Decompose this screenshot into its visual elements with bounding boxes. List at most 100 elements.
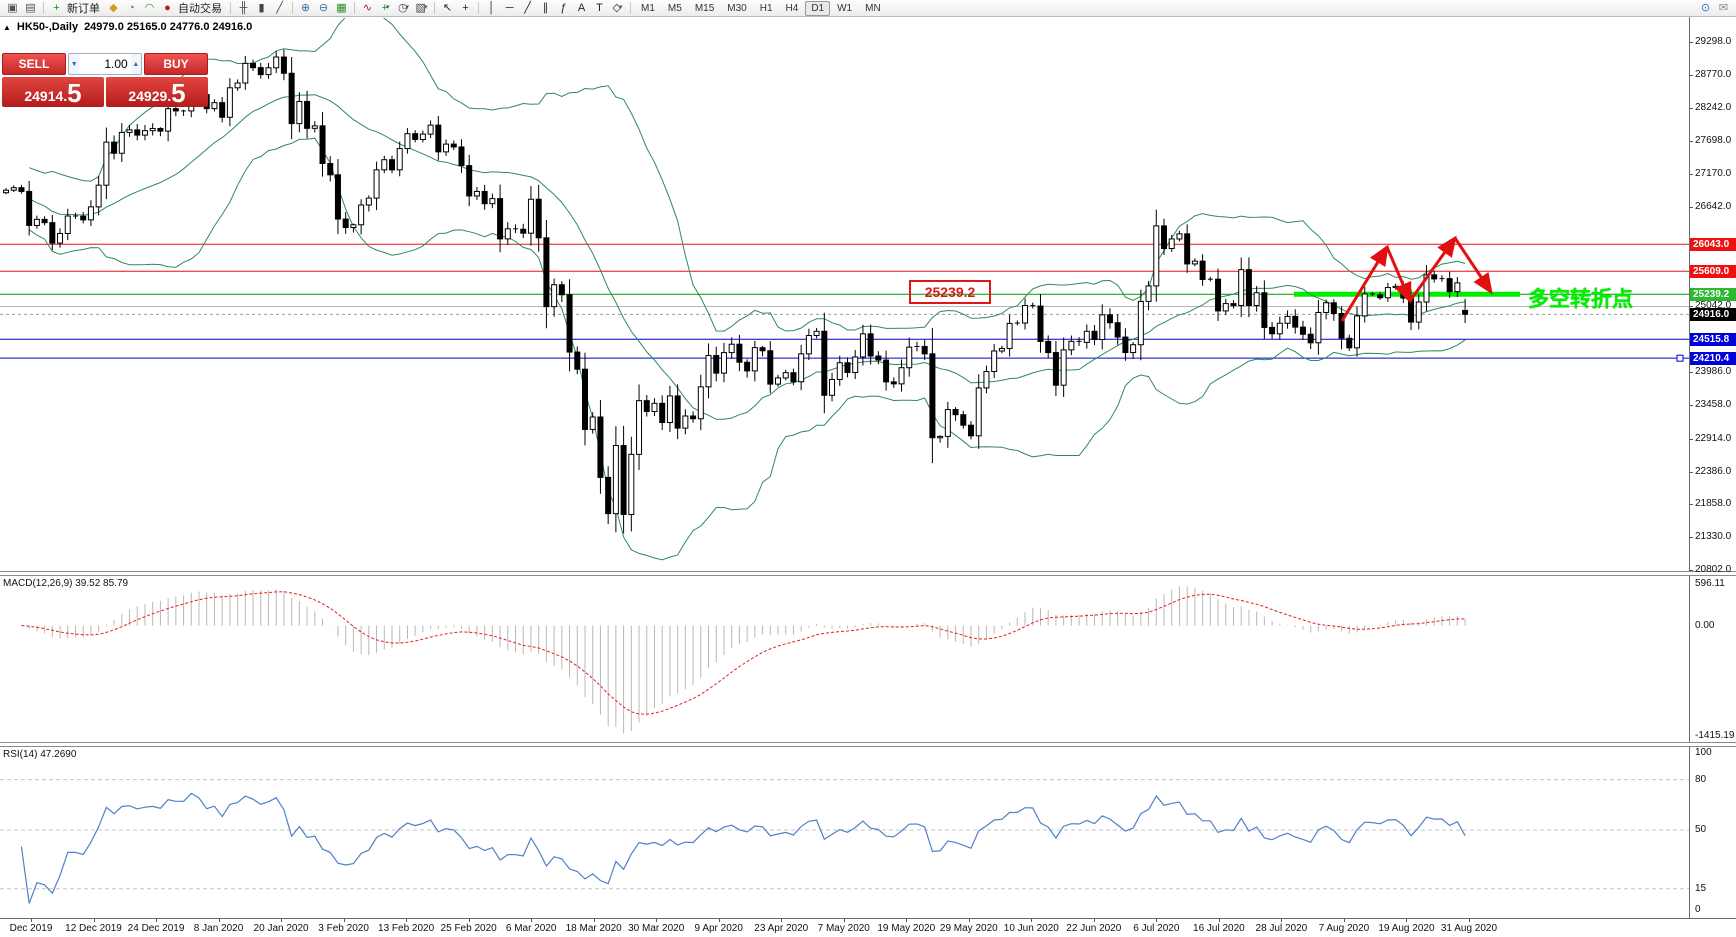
chart-shift-icon: ▲ xyxy=(3,22,11,32)
indicators-icon[interactable]: ∿ xyxy=(362,2,373,14)
date-tick xyxy=(1156,919,1158,922)
macd-scale-min: -1415.19 xyxy=(1695,730,1735,741)
rsi-indicator-label: RSI(14) 47.2690 xyxy=(3,749,77,760)
timeframe-m5-button[interactable]: M5 xyxy=(667,2,682,14)
toolbar-separator xyxy=(354,2,355,14)
profiles-icon[interactable]: ▤ xyxy=(25,2,36,14)
new-order-label[interactable]: 新订单 xyxy=(67,3,100,15)
label-icon[interactable]: T xyxy=(596,2,603,14)
timeframe-m15-button[interactable]: M15 xyxy=(694,2,715,14)
chat-icon[interactable]: ✉ xyxy=(1718,2,1729,14)
rsi-scale-0: 0 xyxy=(1695,904,1701,915)
autotrading-label[interactable]: 自动交易 xyxy=(178,3,222,15)
timeframe-m1-button[interactable]: M1 xyxy=(641,2,655,14)
date-tick xyxy=(31,919,32,922)
price-scale-label: 21330.0 xyxy=(1695,531,1732,543)
date-tick xyxy=(968,919,970,922)
price-scale-tick xyxy=(1689,174,1693,176)
toolbar-separator xyxy=(630,2,631,14)
toolbar-separator xyxy=(478,2,479,14)
tile-windows-icon[interactable]: ▦ xyxy=(336,2,347,14)
text-icon[interactable]: A xyxy=(577,2,586,14)
sell-button[interactable]: SELL xyxy=(2,53,66,75)
price-line-label: 24916.0 xyxy=(1690,307,1736,321)
zoom-out-icon[interactable]: ⊖ xyxy=(318,2,329,14)
date-tick xyxy=(718,919,720,922)
date-tick xyxy=(343,919,345,922)
cursor-icon[interactable]: ↖ xyxy=(442,2,453,14)
price-scale-axis[interactable] xyxy=(1689,17,1690,918)
price-scale-tick xyxy=(1689,107,1693,109)
new-chart-icon[interactable]: ▣ xyxy=(7,2,18,14)
search-icon[interactable]: ⊙ xyxy=(1700,2,1711,14)
date-label: 6 Jul 2020 xyxy=(1133,923,1180,934)
date-label: 19 May 2020 xyxy=(877,923,936,934)
timeframe-mn-button[interactable]: MN xyxy=(865,2,881,14)
turning-point-annotation[interactable]: 多空转折点 xyxy=(1528,288,1633,311)
shapes-icon[interactable]: ◇ ▾ xyxy=(612,2,623,14)
rsi-scale-level: 80 xyxy=(1695,774,1707,785)
price-scale-label: 27170.0 xyxy=(1695,168,1732,180)
bar-chart-icon[interactable]: ╫ xyxy=(239,2,248,14)
candlestick-chart-icon[interactable]: ▮ xyxy=(258,2,265,14)
timeframe-d1-button[interactable]: D1 xyxy=(805,0,831,16)
sell-price-panel[interactable]: 24914. 5 xyxy=(2,77,104,107)
price-line-label: 25239.2 xyxy=(1690,287,1736,301)
toolbar-separator xyxy=(43,2,44,14)
date-label: 19 Aug 2020 xyxy=(1378,923,1435,934)
date-label: 8 Jan 2020 xyxy=(193,923,244,934)
buy-price-panel[interactable]: 24929. 5 xyxy=(106,77,208,107)
price-scale-tick xyxy=(1689,570,1693,571)
date-tick xyxy=(1406,919,1408,922)
date-label: Dec 2019 xyxy=(9,923,53,934)
price-tag-annotation[interactable]: 25239.2 xyxy=(909,280,991,304)
date-label: 12 Dec 2019 xyxy=(65,923,122,934)
crosshair-icon[interactable]: + xyxy=(462,2,469,14)
timeframe-m30-button[interactable]: M30 xyxy=(727,2,747,14)
price-scale-label: 28770.0 xyxy=(1695,68,1732,80)
rsi-scale-level: 15 xyxy=(1695,883,1707,894)
periods-icon[interactable]: ◷ ▾ xyxy=(397,2,410,14)
timeframe-w1-button[interactable]: W1 xyxy=(837,2,853,14)
ohlc-values: 24979.0 25165.0 24776.0 24916.0 xyxy=(84,21,253,33)
line-chart-icon[interactable]: ╱ xyxy=(276,2,283,14)
trendline-icon[interactable]: ╱ xyxy=(524,2,531,14)
volume-increase-button[interactable]: ▲ xyxy=(130,54,141,74)
new-order-icon[interactable]: + xyxy=(53,2,60,14)
price-scale-label: 22914.0 xyxy=(1695,432,1732,444)
price-scale-tick xyxy=(1689,438,1693,440)
date-label: 20 Jan 2020 xyxy=(253,923,309,934)
price-scale-tick xyxy=(1689,372,1693,374)
timeframe-h1-button[interactable]: H1 xyxy=(759,2,773,14)
date-label: 28 Jul 2020 xyxy=(1255,923,1308,934)
date-label: 6 Mar 2020 xyxy=(505,923,557,934)
macd-scale-max: 596.11 xyxy=(1695,578,1725,589)
autotrading-icon[interactable]: ● xyxy=(164,2,171,14)
horizontal-line-icon[interactable]: ─ xyxy=(505,2,514,14)
volume-input[interactable] xyxy=(79,54,131,74)
signals-icon[interactable]: ◠ xyxy=(144,2,155,14)
fibonacci-icon[interactable]: ƒ xyxy=(560,2,567,14)
toolbar: ▣ ▤ + 新订单 ◆ ◔ ◠ ● 自动交易 ╫ ▮ ╱ ⊕ ⊖ ▦ ∿ + ▾ ◷ ▾ ▧ ▾ ↖ + │ ─ ╱ ∥ ƒ A T ◇ ▾ M1… xyxy=(0,0,1736,17)
date-label: 22 Jun 2020 xyxy=(1066,923,1122,934)
add-indicator-icon[interactable]: + ▾ xyxy=(381,2,390,14)
date-label: 31 Aug 2020 xyxy=(1440,923,1498,934)
price-scale-label: 27698.0 xyxy=(1695,135,1732,147)
date-label: 16 Jul 2020 xyxy=(1193,923,1245,934)
macd-scale-zero: 0.00 xyxy=(1695,619,1715,631)
buy-button[interactable]: BUY xyxy=(144,53,208,75)
zoom-in-icon[interactable]: ⊕ xyxy=(300,2,311,14)
navigator-icon[interactable]: ◆ xyxy=(109,2,118,14)
toolbar-separator xyxy=(292,2,293,14)
channel-icon[interactable]: ∥ xyxy=(542,2,549,14)
templates-icon[interactable]: ▧ ▾ xyxy=(415,2,428,14)
one-click-trading-panel: SELL ▼ ▲ BUY 24914.5 24929.5 xyxy=(2,53,208,107)
vertical-line-icon[interactable]: │ xyxy=(488,2,495,14)
timeframe-h4-button[interactable]: H4 xyxy=(785,2,799,14)
volume-decrease-button[interactable]: ▼ xyxy=(69,54,80,74)
macd-pane-splitter[interactable] xyxy=(0,571,1736,576)
date-axis[interactable]: Dec 2019 12 Dec 2019 24 Dec 2019 8 Jan 2020… xyxy=(0,918,1736,937)
rsi-pane-splitter[interactable] xyxy=(0,742,1736,747)
marketplace-icon[interactable]: ◔ xyxy=(128,2,135,14)
